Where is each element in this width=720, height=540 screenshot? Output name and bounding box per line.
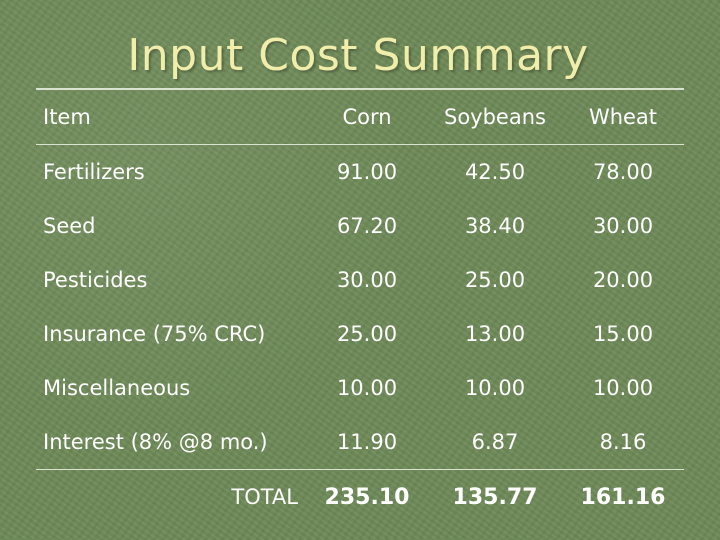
total-wheat-value: 161.16 — [580, 484, 666, 510]
slide-title-text: Input Cost Summary — [127, 30, 589, 81]
total-soybeans-value: 135.77 — [452, 484, 538, 510]
input-cost-table: Item Corn Soybeans Wheat Fertilizers 91.… — [36, 88, 684, 524]
row-item-label: Pesticides — [43, 268, 148, 292]
row-soybeans-value: 13.00 — [464, 322, 526, 346]
header-corn: Corn — [342, 105, 392, 129]
row-corn-value: 91.00 — [336, 160, 398, 184]
row-wheat-value: 15.00 — [592, 322, 654, 346]
row-wheat-value: 30.00 — [592, 214, 654, 238]
row-item-label: Interest (8% @8 mo.) — [43, 430, 268, 454]
row-wheat-value: 10.00 — [592, 376, 654, 400]
row-corn-value: 10.00 — [336, 376, 398, 400]
row-soybeans-value: 38.40 — [464, 214, 526, 238]
row-corn-value: 11.90 — [336, 430, 398, 454]
table-row: Interest (8% @8 mo.) 11.90 6.87 8.16 — [36, 415, 684, 470]
table-row: Seed 67.20 38.40 30.00 — [36, 199, 684, 253]
total-label: TOTAL — [231, 485, 298, 509]
row-corn-value: 67.20 — [336, 214, 398, 238]
row-item-label: Miscellaneous — [43, 376, 191, 400]
row-item-label: Fertilizers — [43, 160, 145, 184]
total-corn-value: 235.10 — [324, 484, 410, 510]
table-footer: TOTAL 235.10 135.77 161.16 — [36, 469, 684, 525]
table-body: Fertilizers 91.00 42.50 78.00 Seed 67.20… — [36, 145, 684, 470]
row-item-label: Seed — [43, 214, 96, 238]
row-item-label: Insurance (75% CRC) — [43, 322, 266, 346]
row-soybeans-value: 6.87 — [471, 430, 519, 454]
total-row: TOTAL 235.10 135.77 161.16 — [36, 469, 684, 525]
row-wheat-value: 20.00 — [592, 268, 654, 292]
header-item: Item — [43, 105, 91, 129]
row-wheat-value: 78.00 — [592, 160, 654, 184]
table-row: Miscellaneous 10.00 10.00 10.00 — [36, 361, 684, 415]
table-row: Insurance (75% CRC) 25.00 13.00 15.00 — [36, 307, 684, 361]
header-soybeans: Soybeans — [444, 105, 546, 129]
row-corn-value: 25.00 — [336, 322, 398, 346]
slide-title: Input Cost Summary — [0, 30, 720, 81]
table-row: Fertilizers 91.00 42.50 78.00 — [36, 145, 684, 200]
row-soybeans-value: 10.00 — [464, 376, 526, 400]
row-soybeans-value: 42.50 — [464, 160, 526, 184]
header-row: Item Corn Soybeans Wheat — [36, 89, 684, 145]
row-wheat-value: 8.16 — [599, 430, 647, 454]
table-row: Pesticides 30.00 25.00 20.00 — [36, 253, 684, 307]
table-header: Item Corn Soybeans Wheat — [36, 89, 684, 145]
header-wheat: Wheat — [588, 105, 658, 129]
row-soybeans-value: 25.00 — [464, 268, 526, 292]
row-corn-value: 30.00 — [336, 268, 398, 292]
